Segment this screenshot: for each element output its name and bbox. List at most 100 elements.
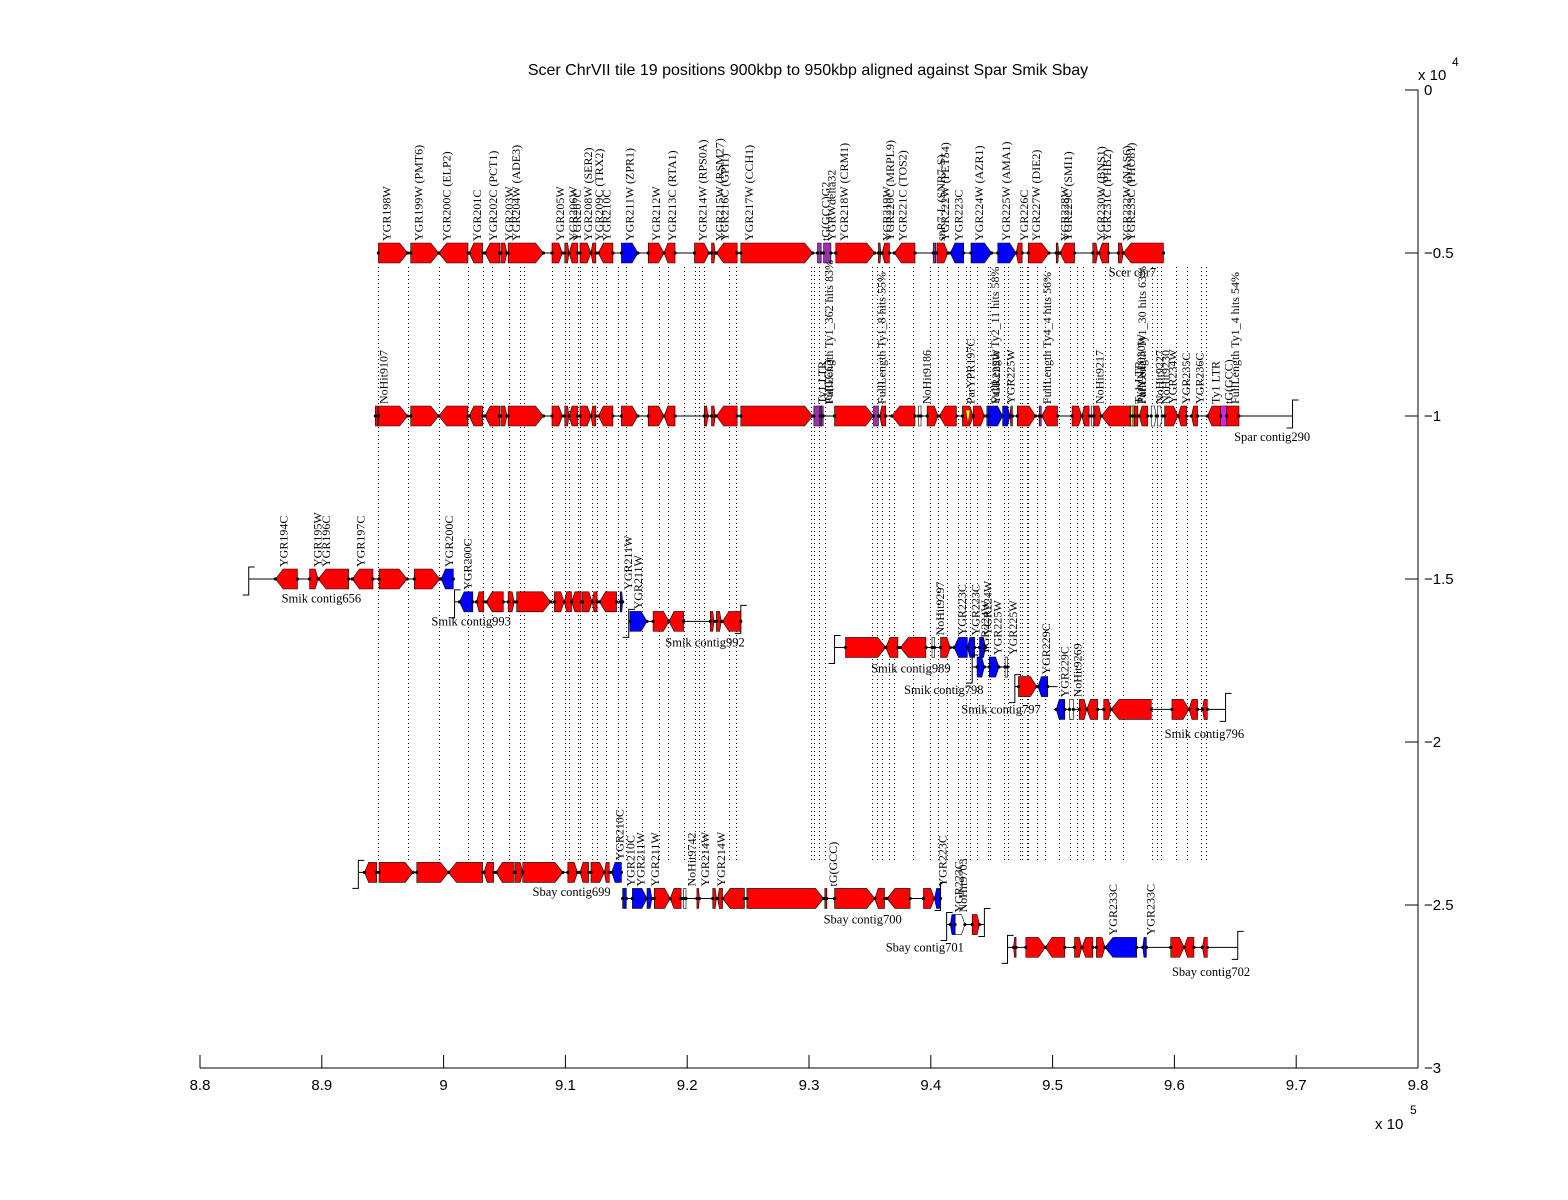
gene-glyph [1025,937,1046,958]
gene-boundary-dot [1092,414,1096,418]
gene-label: YGR211W [633,832,647,887]
tracks: YGR198W YGR199W (PMT6) YGR200C (ELP2) YGR20… [242,138,1310,979]
gene-boundary-dot [1003,665,1007,669]
gene-boundary-dot [982,665,986,669]
track-sbay699: YGR210C Sbay contig699 [352,809,627,899]
gene-glyph [459,591,474,613]
y-tick-label: −1 [1424,408,1441,425]
contig-label: Smik contig798 [904,683,984,697]
gene-label: YGR211W [631,554,645,609]
gene-glyph [835,242,876,264]
gene-boundary-dot [735,251,739,255]
gene-boundary-dot [406,414,410,418]
gene-label: YGR220C (MRPL9) [883,140,897,241]
y-tick-label: −0.5 [1424,245,1454,262]
gene-glyph [468,242,483,264]
gene-glyph [582,591,593,613]
gene-boundary-dot [1043,945,1047,949]
gene-glyph [1142,937,1147,958]
gene-boundary-dot [1116,251,1120,255]
gene-label: Ty1 LTR [815,361,829,404]
gene-boundary-dot [412,577,416,581]
gene-boundary-dot [409,414,413,418]
gene-glyph [622,888,627,909]
gene-boundary-dot [987,665,991,669]
gene-boundary-dot [1189,414,1194,418]
gene-glyph [1074,937,1083,958]
gene-boundary-dot [1054,251,1058,255]
gene-boundary-dot [1160,414,1164,418]
gene-glyph [1110,699,1152,720]
gene-boundary-dot [1094,945,1099,949]
gene-glyph [317,568,349,590]
gene-glyph [590,242,597,264]
gene-glyph [834,405,874,427]
gene-boundary-dot [474,600,479,604]
gene-boundary-dot [1091,251,1095,255]
gene-boundary-dot [673,251,677,255]
gene-glyph [717,888,723,909]
gene-label: YGR204W (ADE3) [509,145,523,241]
gene-boundary-dot [377,577,381,581]
gene-label: YGR228W [1057,186,1071,241]
gene-boundary-dot [499,251,503,255]
gene-boundary-dot [1058,251,1062,255]
gene-glyph [416,862,449,883]
gene-glyph [663,242,676,264]
gene-label: ParYNL030W [1134,333,1148,404]
gene-label: FullLength Ty1_4 hits 54% [1228,272,1242,404]
gene-glyph [621,405,639,427]
gene-boundary-dot [975,665,979,669]
gene-boundary-dot [1099,414,1103,418]
gene-label: YGR211W [648,832,662,887]
gene-boundary-dot [873,896,877,901]
gene-label: YGR214W [698,831,712,886]
gene-boundary-dot [1169,945,1173,949]
gene-boundary-dot [684,896,688,901]
gene-boundary-dot [990,251,994,255]
gene-boundary-dot [506,251,510,255]
gene-glyph [1044,937,1066,958]
gene-boundary-dot [1071,707,1075,712]
gene-boundary-dot [1046,684,1050,689]
gene-glyph [1081,405,1090,427]
gene-glyph [567,862,578,883]
contig-start-bracket [940,912,953,942]
x-tick-label: 9.7 [1286,1077,1307,1094]
gene-boundary-dot [880,251,884,255]
gene-boundary-dot [499,414,503,418]
gene-boundary-dot [541,414,546,418]
gene-boundary-dot [611,251,615,255]
gene-glyph [1018,676,1038,697]
gene-label: NoHit9230 [1158,350,1172,404]
gene-boundary-dot [549,600,553,604]
gene-boundary-dot [446,870,451,875]
gene-boundary-dot [924,645,928,650]
gene-glyph [740,242,814,264]
gene-boundary-dot [1163,414,1167,418]
gene-glyph [926,405,939,427]
gene-boundary-dot [1155,414,1159,418]
gene-boundary-dot [745,896,749,901]
gene-glyph [579,405,592,427]
gene-glyph [551,242,563,264]
gene-boundary-dot [1137,414,1141,418]
gene-boundary-dot [714,251,719,255]
gene-glyph [647,242,665,264]
gene-boundary-dot [1205,945,1209,949]
gene-label: FullLength Ty4_4 hits 56% [1040,272,1054,404]
gene-boundary-dot [1008,414,1012,418]
gene-boundary-dot [563,251,567,255]
gene-boundary-dot [506,600,510,604]
gene-glyph [1071,405,1083,427]
gene-label: YGR198W [379,186,393,241]
gene-boundary-dot [984,645,988,650]
gene-boundary-dot [467,414,471,418]
gene-boundary-dot [614,600,619,604]
gene-boundary-dot [1024,945,1028,949]
gene-boundary-dot [1195,414,1200,418]
x-tick-label: 9.8 [1408,1077,1429,1094]
gene-glyph [1202,937,1208,958]
gene-boundary-dot [882,896,887,901]
y-tick-label: −1.5 [1424,571,1454,588]
